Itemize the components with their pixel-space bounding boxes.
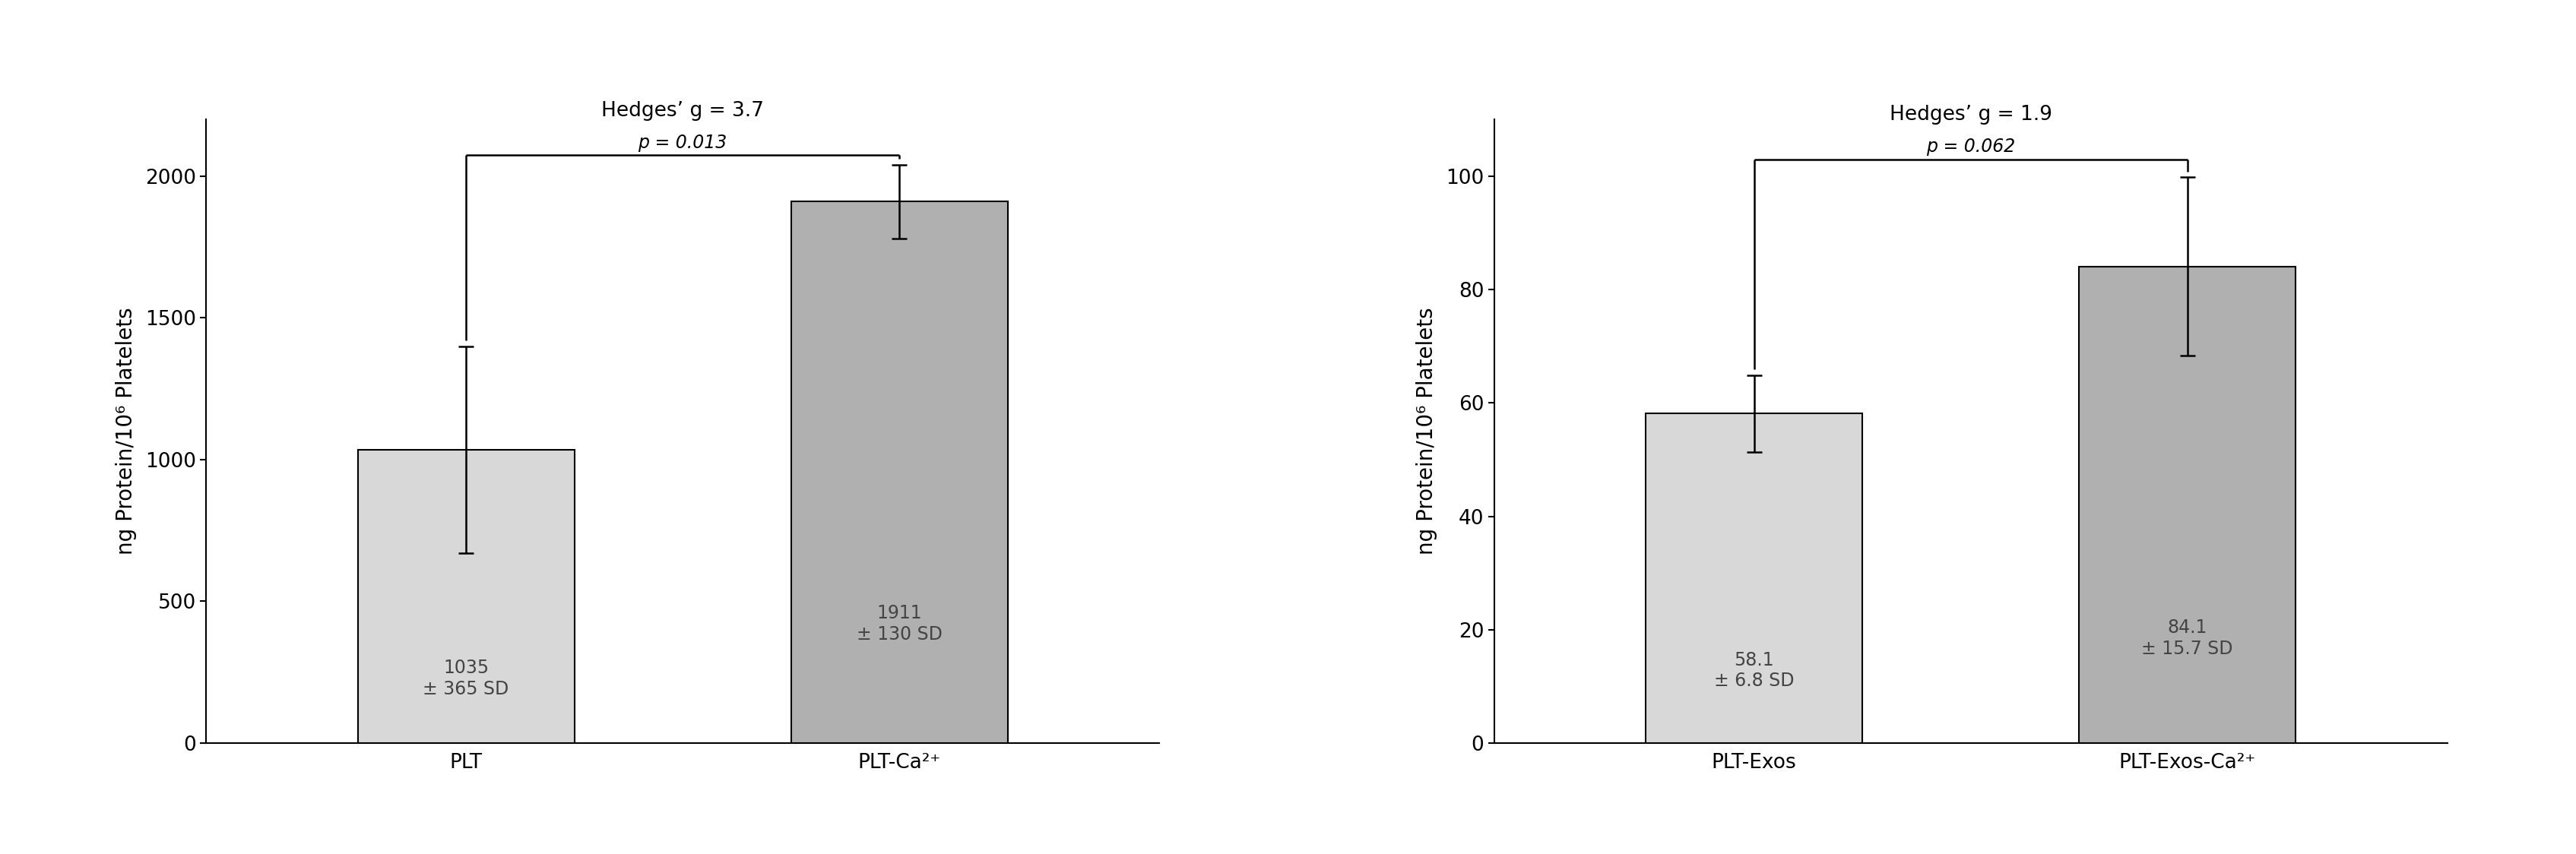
Text: 1035
± 365 SD: 1035 ± 365 SD	[422, 658, 510, 698]
Bar	[358, 450, 574, 743]
Bar	[2079, 266, 2295, 743]
Y-axis label: ng Protein/10⁶ Platelets: ng Protein/10⁶ Platelets	[1417, 307, 1437, 555]
Bar	[1646, 413, 1862, 743]
Text: p = 0.013: p = 0.013	[639, 133, 726, 152]
Bar	[791, 202, 1007, 743]
Text: Hedges’ g = 1.9: Hedges’ g = 1.9	[1888, 105, 2053, 125]
Text: 58.1
± 6.8 SD: 58.1 ± 6.8 SD	[1713, 651, 1793, 690]
Y-axis label: ng Protein/10⁶ Platelets: ng Protein/10⁶ Platelets	[116, 307, 137, 555]
Text: p = 0.062: p = 0.062	[1927, 137, 2014, 156]
Text: Hedges’ g = 3.7: Hedges’ g = 3.7	[600, 101, 765, 120]
Text: 1911
± 130 SD: 1911 ± 130 SD	[855, 604, 943, 644]
Text: 84.1
± 15.7 SD: 84.1 ± 15.7 SD	[2141, 618, 2233, 658]
